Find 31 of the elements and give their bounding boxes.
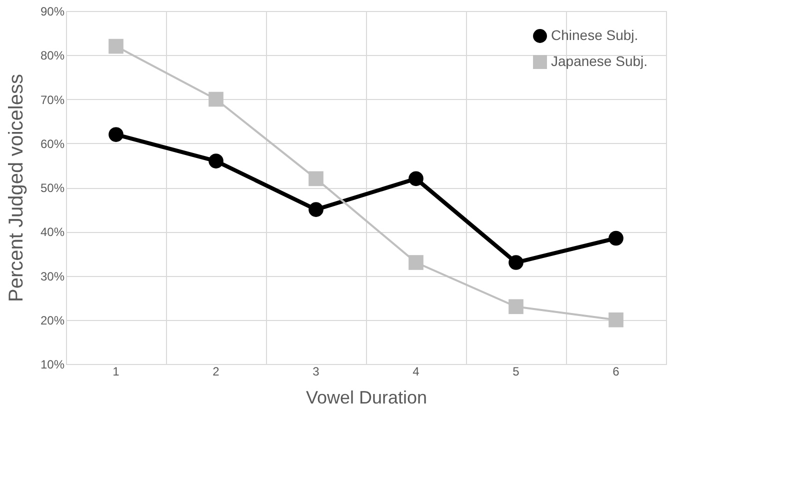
point [208, 92, 224, 107]
y-tick-label: 30% [40, 269, 65, 284]
point [208, 154, 224, 168]
legend-label: Chinese Subj. [551, 27, 638, 43]
y-tick-label: 40% [40, 225, 65, 240]
y-tick-label: 90% [40, 4, 65, 18]
point [608, 312, 624, 328]
y-tick-label: 60% [40, 136, 65, 151]
y-tick-label: 10% [40, 358, 65, 372]
point [308, 171, 324, 186]
point [108, 38, 124, 54]
point [408, 171, 424, 186]
y-tick-label: 70% [40, 92, 65, 107]
point [308, 202, 324, 217]
y-tick-label: 50% [40, 181, 65, 195]
point [108, 127, 124, 142]
x-tick-label: 1 [112, 364, 120, 378]
point [408, 255, 424, 270]
x-tick-label: 6 [612, 364, 620, 378]
point [608, 230, 624, 246]
legend-label: Japanese Subj. [551, 53, 648, 69]
x-tick-label: 4 [412, 364, 420, 378]
point [508, 299, 524, 314]
y-tick-label: 20% [40, 313, 65, 328]
x-tick-label: 5 [512, 364, 520, 378]
x-axis-title: Vowel Duration [306, 388, 428, 408]
x-tick-label: 2 [212, 364, 220, 378]
y-axis-title: Percent Judged voiceless [5, 74, 28, 302]
x-tick-label: 3 [312, 364, 320, 378]
y-tick-label: 80% [40, 48, 65, 63]
point [508, 255, 524, 270]
